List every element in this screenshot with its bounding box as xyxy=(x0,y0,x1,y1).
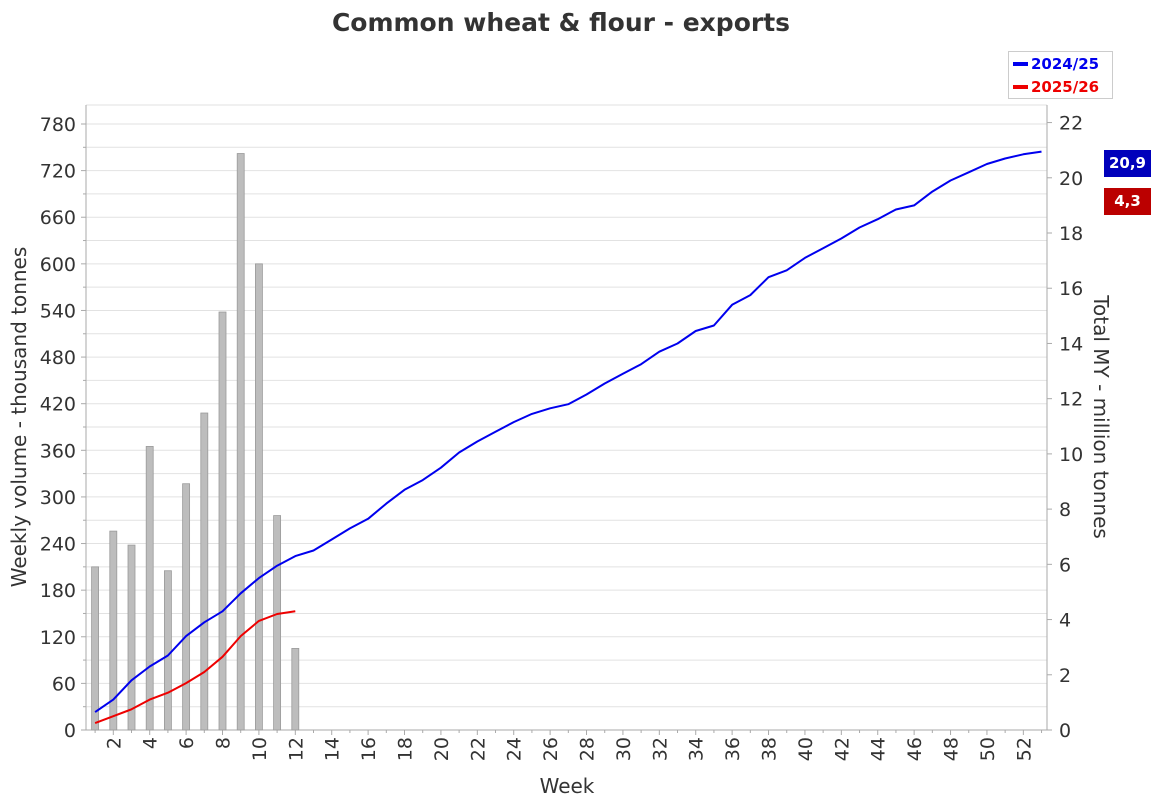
bar-week-11 xyxy=(273,515,282,731)
y-left-tick-label: 240 xyxy=(40,534,76,556)
x-tick-label: 38 xyxy=(759,737,781,761)
x-tick-label: 32 xyxy=(649,737,671,761)
x-tick-label: 42 xyxy=(831,737,853,761)
y-right-tick-label: 4 xyxy=(1059,610,1071,632)
x-tick-label: 36 xyxy=(722,737,744,761)
x-tick-label: 14 xyxy=(322,737,344,761)
x-axis-title: Week xyxy=(540,774,595,798)
x-tick-label: 34 xyxy=(686,737,708,761)
bar-week-1 xyxy=(91,566,100,731)
y-left-tick-label: 540 xyxy=(40,300,76,322)
y-right-tick-label: 12 xyxy=(1059,389,1083,411)
y-right-tick-label: 8 xyxy=(1059,499,1071,521)
x-tick-label: 40 xyxy=(795,737,817,761)
x-tick-label: 28 xyxy=(577,737,599,761)
cumulative-lines xyxy=(94,150,1042,725)
y-right-tick-label: 6 xyxy=(1059,554,1071,576)
legend: 2024/25 2025/26 xyxy=(1008,51,1113,99)
legend-label-2024-25: 2024/25 xyxy=(1031,55,1100,73)
y-left-tick-label: 720 xyxy=(40,161,76,183)
axes xyxy=(81,105,1052,735)
y-right-tick-label: 0 xyxy=(1059,720,1071,742)
plot-area xyxy=(86,105,1047,730)
bar-week-7 xyxy=(200,412,209,731)
bar-week-5 xyxy=(164,570,172,731)
y-left-tick-label: 180 xyxy=(40,580,76,602)
y-right-tick-label: 14 xyxy=(1059,333,1083,355)
x-tick-label: 10 xyxy=(249,737,271,761)
y-axis-right-title: Total MY - million tonnes xyxy=(1089,294,1113,539)
x-tick-label: 2 xyxy=(103,737,125,749)
x-tick-label: 24 xyxy=(504,737,526,761)
y-left-tick-label: 420 xyxy=(40,394,76,416)
y-left-tick-label: 120 xyxy=(40,627,76,649)
x-tick-label: 4 xyxy=(140,737,162,749)
x-tick-label: 8 xyxy=(213,737,235,749)
bar-week-10 xyxy=(255,263,263,731)
y-left-tick-label: 480 xyxy=(40,347,76,369)
x-tick-label: 46 xyxy=(904,737,926,761)
x-tick-label: 44 xyxy=(868,737,890,761)
y-right-tick-label: 20 xyxy=(1059,168,1083,190)
x-tick-label: 12 xyxy=(285,737,307,761)
x-tick-label: 20 xyxy=(431,737,453,761)
end-value-badge-2025-26: 4,3 xyxy=(1104,188,1151,215)
y-right-tick-label: 18 xyxy=(1059,223,1083,245)
end-value-badge-2024-25: 20,9 xyxy=(1104,150,1151,177)
chart-title: Common wheat & flour - exports xyxy=(331,8,791,37)
y-right-tick-label: 16 xyxy=(1059,278,1083,300)
tick-labels: 0601201802403003604204805406006607207800… xyxy=(40,113,1083,762)
y-left-tick-label: 780 xyxy=(40,114,76,136)
legend-swatch-2024-25 xyxy=(1013,61,1028,66)
x-tick-label: 26 xyxy=(540,737,562,761)
bar-week-4 xyxy=(145,446,154,731)
x-tick-label: 30 xyxy=(613,737,635,761)
x-tick-label: 48 xyxy=(941,737,963,761)
x-tick-label: 50 xyxy=(977,737,999,761)
x-tick-label: 6 xyxy=(176,737,198,749)
gridlines xyxy=(86,104,1047,731)
y-left-tick-label: 360 xyxy=(40,440,76,462)
bar-week-8 xyxy=(218,311,227,731)
y-right-tick-label: 10 xyxy=(1059,444,1083,466)
legend-item-2024-25: 2024/25 xyxy=(1013,54,1099,74)
bar-week-2 xyxy=(109,530,118,731)
y-right-tick-label: 22 xyxy=(1059,113,1083,135)
weekly-volume-bars xyxy=(91,153,300,731)
legend-item-2025-26: 2025/26 xyxy=(1013,77,1099,97)
y-left-tick-label: 0 xyxy=(64,720,76,742)
x-tick-label: 52 xyxy=(1013,737,1035,761)
y-left-tick-label: 60 xyxy=(52,673,76,695)
y-left-tick-label: 300 xyxy=(40,487,76,509)
y-right-tick-label: 2 xyxy=(1059,665,1071,687)
x-tick-label: 18 xyxy=(395,737,417,761)
y-axis-left-title: Weekly volume - thousand tonnes xyxy=(7,247,31,588)
legend-label-2025-26: 2025/26 xyxy=(1031,78,1100,96)
line-series-2024-25 xyxy=(94,150,1042,713)
bar-week-9 xyxy=(236,153,245,731)
x-tick-label: 16 xyxy=(358,737,380,761)
y-left-tick-label: 660 xyxy=(40,207,76,229)
legend-swatch-2025-26 xyxy=(1013,84,1028,89)
line-series-2025-26 xyxy=(94,610,296,725)
bar-week-12 xyxy=(291,648,300,731)
bar-week-6 xyxy=(182,483,191,731)
y-left-tick-label: 600 xyxy=(40,254,76,276)
x-tick-label: 22 xyxy=(467,737,489,761)
bar-week-3 xyxy=(127,544,136,731)
